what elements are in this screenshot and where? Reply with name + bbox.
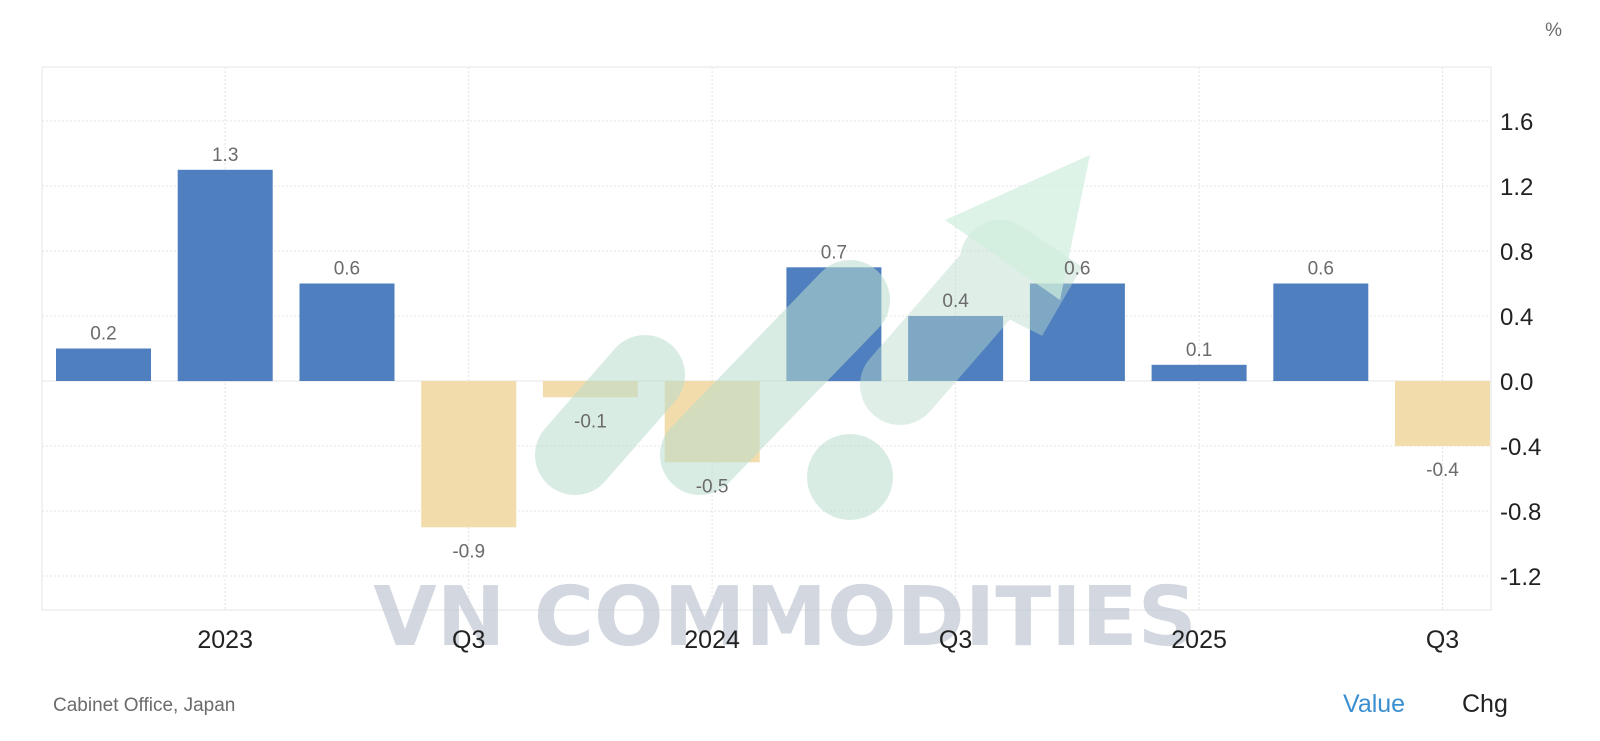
- x-tick-label: Q3: [1426, 626, 1459, 654]
- x-tick-label: 2024: [684, 626, 740, 654]
- x-tick-label: 2023: [197, 626, 253, 654]
- watermark-text: VN COMMODITIES: [373, 570, 1197, 665]
- value-toggle-button[interactable]: Value: [1343, 690, 1406, 718]
- data-label: -0.4: [1426, 460, 1459, 481]
- data-label: 1.3: [212, 145, 238, 166]
- source-label: Cabinet Office, Japan: [53, 695, 236, 716]
- bar: [1395, 381, 1490, 446]
- labels-layer: 0.2 1.3 0.6 -0.9 -0.1 -0.5 0.7 0.4 0.6 0.1 0.6 -0.4: [90, 145, 1459, 562]
- plot-frame: [41, 66, 1492, 611]
- bar: [908, 316, 1004, 381]
- data-label: -0.1: [574, 411, 607, 432]
- data-label: -0.9: [452, 541, 485, 562]
- y-tick-label: 0.8: [1500, 239, 1533, 266]
- bar: [299, 283, 395, 381]
- bar: [421, 381, 517, 528]
- y-tick-label: 1.2: [1500, 174, 1533, 201]
- y-tick-label: -0.8: [1500, 499, 1541, 526]
- x-tick-label: Q3: [939, 626, 972, 654]
- chg-toggle-button[interactable]: Chg: [1462, 690, 1508, 718]
- bar: [1273, 283, 1369, 381]
- data-label: -0.5: [696, 476, 729, 497]
- y-tick-label: -0.4: [1500, 434, 1541, 461]
- data-label: 0.6: [334, 259, 360, 280]
- y-tick-label: -1.2: [1500, 564, 1541, 591]
- data-label: 0.1: [1186, 340, 1212, 361]
- y-tick-label: 0.0: [1500, 369, 1533, 396]
- data-label: 0.2: [90, 324, 116, 345]
- y-tick-label: 0.4: [1500, 304, 1533, 331]
- x-axis: 2023 Q3 2024 Q3 2025 Q3: [197, 626, 1459, 654]
- watermark-logo: [535, 155, 1090, 520]
- data-label: 0.7: [821, 242, 847, 263]
- x-tick-label: Q3: [452, 626, 485, 654]
- unit-label: %: [1545, 20, 1562, 41]
- data-label: 0.4: [942, 291, 969, 312]
- bar: [1151, 364, 1247, 382]
- data-label: 0.6: [1064, 259, 1090, 280]
- y-tick-label: 1.6: [1500, 109, 1533, 136]
- bar: [1029, 283, 1125, 381]
- y-axis: 1.6 1.2 0.8 0.4 0.0 -0.4 -0.8 -1.2: [1500, 109, 1541, 591]
- x-tick-label: 2025: [1171, 626, 1227, 654]
- bar: [177, 169, 273, 382]
- bar: [56, 348, 151, 381]
- data-label: 0.6: [1308, 259, 1334, 280]
